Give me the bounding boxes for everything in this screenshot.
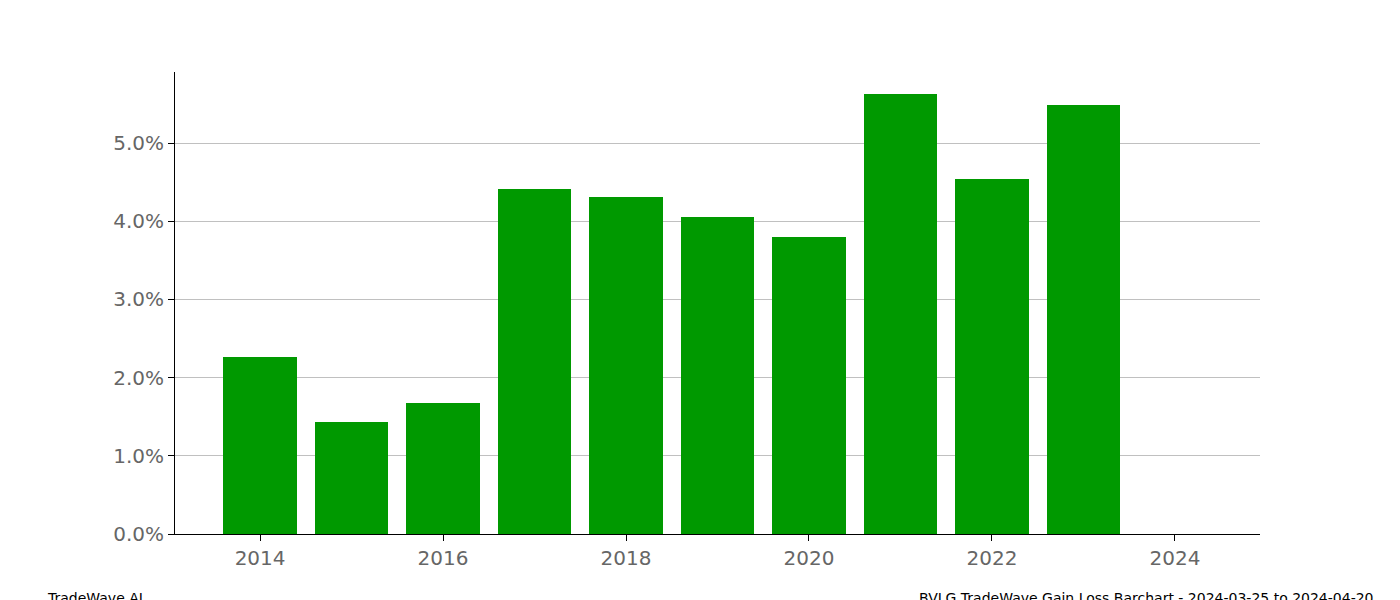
svg-text:2014: 2014: [235, 546, 286, 570]
svg-text:2.0%: 2.0%: [113, 366, 164, 390]
svg-text:1.0%: 1.0%: [113, 444, 164, 468]
svg-text:0.0%: 0.0%: [113, 522, 164, 546]
svg-text:2024: 2024: [1149, 546, 1200, 570]
svg-text:3.0%: 3.0%: [113, 287, 164, 311]
svg-text:2022: 2022: [966, 546, 1017, 570]
svg-text:2016: 2016: [418, 546, 469, 570]
svg-text:2018: 2018: [601, 546, 652, 570]
svg-text:5.0%: 5.0%: [113, 131, 164, 155]
svg-text:2020: 2020: [784, 546, 835, 570]
svg-text:TradeWave.AI: TradeWave.AI: [47, 590, 143, 600]
svg-text:4.0%: 4.0%: [113, 209, 164, 233]
svg-text:BVLG TradeWave Gain Loss Barch: BVLG TradeWave Gain Loss Barchart - 2024…: [919, 590, 1374, 600]
